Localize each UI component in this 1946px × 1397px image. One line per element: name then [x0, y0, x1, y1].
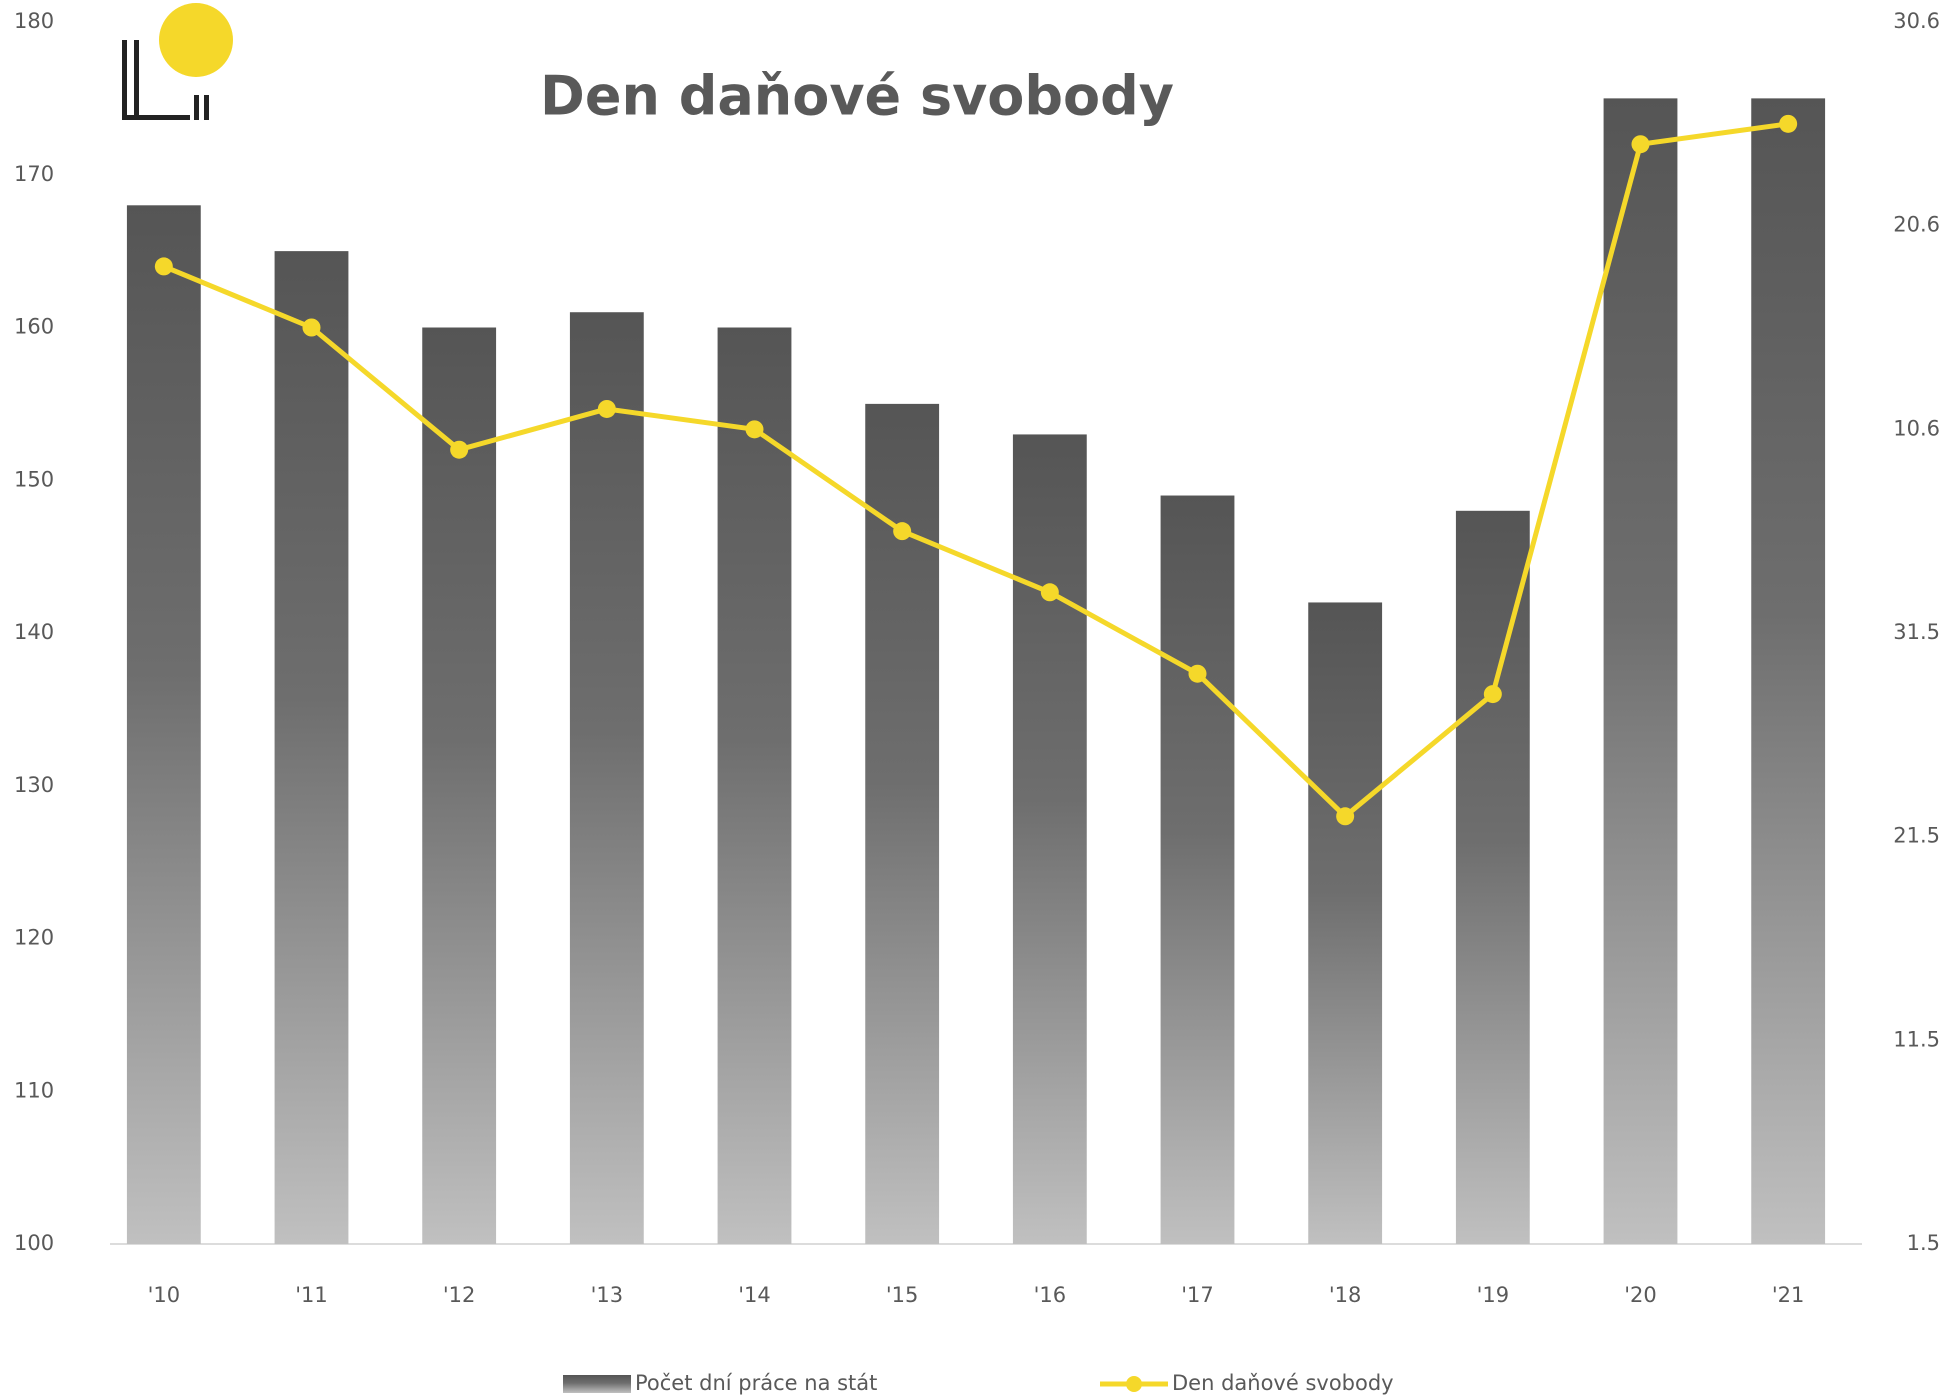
y-tick-label: 150	[14, 467, 54, 491]
line-marker	[597, 399, 616, 418]
y2-tick-label: 10.6	[1893, 416, 1940, 440]
y2-tick-label: 11.5	[1893, 1027, 1940, 1051]
x-tick-label: '10	[148, 1283, 181, 1307]
y2-tick-label: 21.5	[1893, 824, 1940, 848]
bar	[1603, 98, 1678, 1244]
line-marker	[1336, 807, 1355, 826]
x-tick-label: '17	[1181, 1283, 1214, 1307]
line-marker	[1188, 664, 1207, 683]
y2-tick-label: 20.6	[1893, 213, 1940, 237]
y-tick-label: 130	[14, 773, 54, 797]
chart-title: Den daňové svobody	[540, 65, 1174, 128]
line-marker	[745, 420, 764, 439]
x-tick-label: '21	[1772, 1283, 1805, 1307]
line-marker	[302, 318, 321, 337]
y2-tick-label: 1.5	[1907, 1231, 1940, 1255]
y2-tick-label: 30.6	[1893, 9, 1940, 33]
legend-label: Počet dní práce na stát	[635, 1371, 877, 1395]
bar	[1455, 510, 1530, 1244]
y2-tick-label: 31.5	[1893, 620, 1940, 644]
bar	[1012, 434, 1087, 1244]
bar	[274, 251, 349, 1244]
y-tick-label: 110	[14, 1078, 54, 1102]
y-tick-label: 100	[14, 1231, 54, 1255]
legend-label: Den daňové svobody	[1172, 1371, 1394, 1395]
bar	[1160, 495, 1235, 1244]
line-marker	[154, 257, 173, 276]
legend-swatch	[1126, 1376, 1142, 1392]
y-tick-label: 140	[14, 620, 54, 644]
y-tick-label: 170	[14, 162, 54, 186]
line-marker	[1779, 114, 1798, 133]
line-marker	[1483, 685, 1502, 704]
line-marker	[450, 440, 469, 459]
bar	[1751, 98, 1826, 1244]
x-tick-label: '11	[295, 1283, 328, 1307]
x-tick-label: '13	[591, 1283, 624, 1307]
x-tick-label: '12	[443, 1283, 476, 1307]
line	[162, 121, 1789, 819]
x-tick-label: '20	[1624, 1283, 1657, 1307]
logo	[122, 3, 233, 120]
legend-swatch	[563, 1375, 631, 1393]
x-tick-label: '19	[1477, 1283, 1510, 1307]
bar	[126, 205, 201, 1244]
line-marker	[1040, 583, 1059, 602]
x-tick-label: '16	[1034, 1283, 1067, 1307]
y-tick-label: 120	[14, 926, 54, 950]
line-marker	[893, 522, 912, 541]
bar	[717, 327, 792, 1244]
y-tick-label: 160	[14, 315, 54, 339]
x-tick-label: '18	[1329, 1283, 1362, 1307]
x-tick-label: '15	[886, 1283, 919, 1307]
x-tick-label: '14	[738, 1283, 771, 1307]
bar	[569, 312, 644, 1245]
y-tick-label: 180	[14, 9, 54, 33]
bar	[422, 327, 497, 1244]
line-marker	[1631, 135, 1650, 154]
bar	[1308, 602, 1383, 1244]
